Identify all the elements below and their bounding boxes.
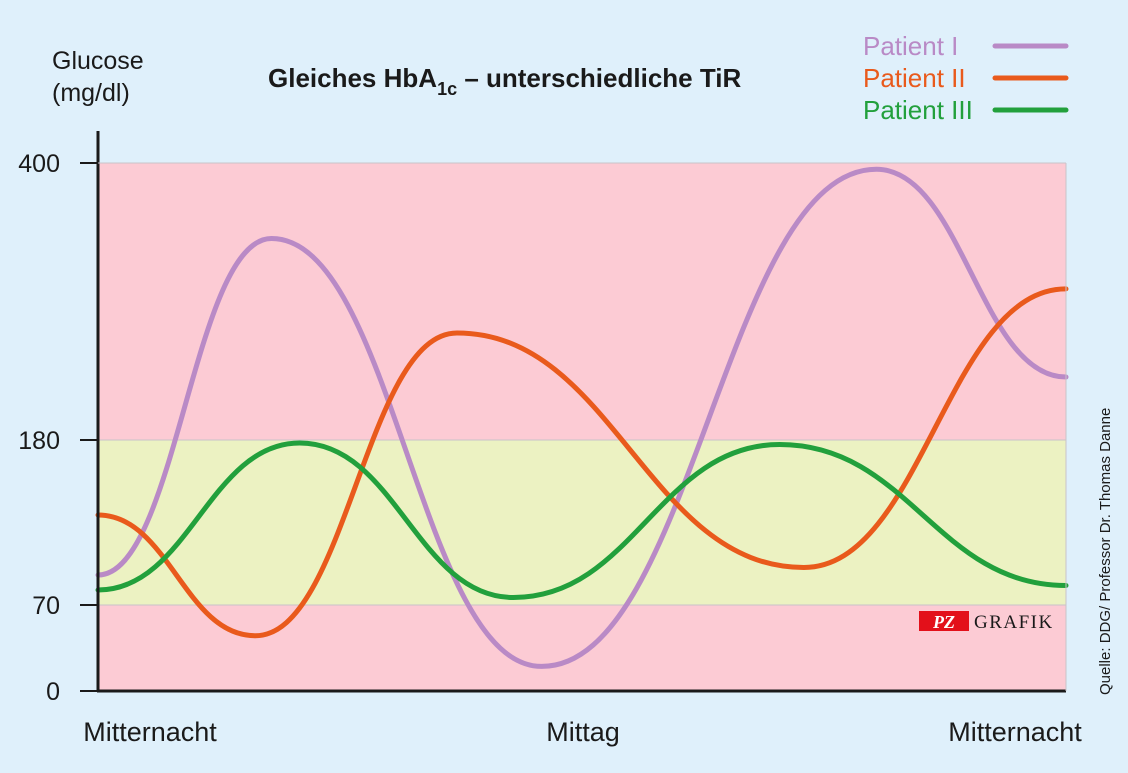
grafik-text: GRAFIK — [974, 612, 1054, 633]
source-note: Quelle: DDG/ Professor Dr. Thomas Danne — [1097, 408, 1114, 695]
chart-title-main: Gleiches HbA — [268, 63, 437, 93]
legend-label-3: Patient III — [863, 95, 973, 125]
chart-title: Gleiches HbA1c – unterschiedliche TiR — [268, 63, 741, 99]
y-axis-label-line1: Glucose — [52, 47, 144, 75]
y-tick-labels: 0 70 180 400 — [18, 150, 98, 706]
series-line-1 — [95, 166, 1069, 669]
y-tick-label-400: 400 — [18, 150, 60, 178]
y-tick-label-180: 180 — [18, 427, 60, 455]
zone-0 — [98, 605, 1066, 691]
axes — [96, 131, 1067, 693]
zone-2 — [98, 163, 1066, 440]
pz-badge — [919, 611, 969, 631]
chart-title-suffix: – unterschiedliche TiR — [457, 63, 741, 93]
legend-label-2: Patient II — [863, 63, 966, 93]
range-zones — [98, 163, 1066, 691]
y-tick-label-70: 70 — [32, 592, 60, 620]
y-axis-label-line2: (mg/dl) — [52, 79, 130, 107]
pz-badge-text: PZ — [932, 612, 955, 632]
series-line-2 — [95, 286, 1069, 639]
chart-title-subscript: 1c — [437, 79, 457, 99]
x-tick-label-2: Mitternacht — [948, 717, 1082, 747]
x-tick-label-0: Mitternacht — [83, 717, 217, 747]
series-lines — [95, 166, 1069, 669]
x-tick-label-1: Mittag — [546, 717, 620, 747]
y-tick-label-0: 0 — [46, 678, 60, 706]
x-tick-labels: Mitternacht Mittag Mitternacht — [83, 717, 1082, 747]
series-line-3 — [95, 440, 1069, 600]
legend-label-1: Patient I — [863, 31, 958, 61]
pz-grafik-logo: PZ GRAFIK — [919, 611, 1054, 633]
